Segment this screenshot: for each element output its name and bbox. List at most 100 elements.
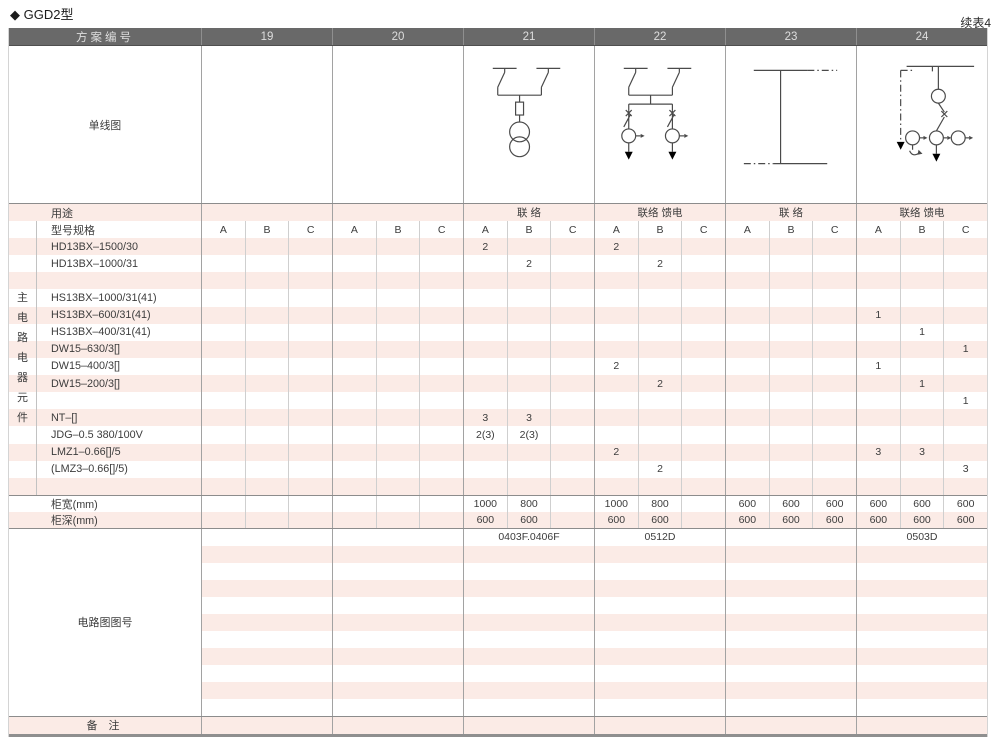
value-cell: [726, 341, 769, 358]
value-cell: 3: [943, 460, 987, 478]
value-cell: [506, 443, 551, 461]
value-cell: [333, 426, 376, 443]
drawing-number-cell: [201, 613, 332, 631]
drawing-number-row: [9, 681, 987, 699]
usage-label: 用途: [51, 207, 73, 220]
drawing-number-cell: [463, 596, 594, 614]
value-cell: [375, 392, 420, 410]
drawing-number-row: 0403F.0406F 0512D 0503D: [9, 528, 987, 546]
drawing-number-cell: [856, 681, 987, 699]
remarks-label: 备 注: [86, 720, 124, 733]
drawing-number-cell: [201, 698, 332, 716]
remark-cell-23: [725, 716, 856, 734]
value-cell: [637, 306, 682, 324]
value-cell: [857, 478, 900, 495]
drawing-number-cell: 0512D: [594, 528, 725, 546]
subcol-header: A: [743, 223, 751, 236]
drawing-number-section: 0403F.0406F 0512D 0503D 电路图图号: [9, 528, 987, 716]
value-cell: [202, 461, 245, 478]
remark-cell-21: [463, 716, 594, 734]
drawing-number-cell: [463, 681, 594, 699]
value-cell: [419, 392, 463, 410]
page-title: ◆ GGD2型: [10, 7, 74, 22]
value-cell: [637, 289, 682, 307]
value-cell: [244, 323, 289, 341]
header-scheme-22: 22: [594, 28, 725, 45]
value-cell: 2: [613, 360, 620, 373]
value-cell: [595, 255, 638, 272]
value-cell: [419, 375, 463, 393]
drawing-number-cell: [463, 562, 594, 580]
drawing-number-cell: [856, 647, 987, 665]
row-label: 柜深(mm): [51, 514, 98, 527]
drawing-number-cell: [856, 545, 987, 563]
value-cell: [637, 477, 682, 495]
drawing-number-cell: [725, 681, 856, 699]
component-row: (LMZ3–0.66[]/5) 2 3: [9, 460, 987, 478]
drawing-number-cell: [201, 681, 332, 699]
feeder-cts-diagram-icon: [896, 65, 975, 162]
value-cell: [768, 238, 813, 256]
drawing-number-cell: [856, 562, 987, 580]
drawing-number-cell: [201, 664, 332, 682]
value-cell: [333, 307, 376, 324]
value-cell: [943, 323, 987, 341]
usage-scheme-23: 联 络: [725, 204, 856, 221]
value-cell: [595, 272, 638, 289]
value-cell: [726, 444, 769, 461]
drawing-number-cell: [594, 596, 725, 614]
usage-scheme-21: 联 络: [463, 204, 594, 221]
header-scheme-24: 24: [856, 28, 987, 45]
value-cell: [812, 255, 856, 273]
value-cell: 2: [506, 255, 551, 273]
value-cell: [506, 357, 551, 375]
value-cell: [288, 255, 332, 273]
value-cell: [637, 272, 682, 290]
cabinet-depth-row: 柜深(mm) 600 600 600 600 600 600 600 600 600 600: [9, 511, 987, 529]
value-cell: [726, 375, 769, 392]
subcol-header: B: [637, 221, 682, 238]
drawing-number-cell: [332, 681, 463, 699]
component-row: HS13BX–600/31(41) 1: [9, 306, 987, 324]
remark-cell-20: [332, 716, 463, 734]
drawing-number-cell: [594, 562, 725, 580]
drawing-number-row: [9, 579, 987, 597]
value-cell: [899, 460, 944, 478]
value-cell: [768, 443, 813, 461]
drawing-number-cell: [594, 664, 725, 682]
row-label: DW15–200/3[]: [51, 377, 121, 390]
value-cell: 600: [899, 511, 944, 528]
value-cell: [244, 477, 289, 495]
value-cell: [244, 255, 289, 273]
drawing-number-cell: [201, 596, 332, 614]
subcol-header: A: [874, 223, 882, 236]
row-label: HS13BX–600/31(41): [51, 309, 151, 322]
value-cell: [812, 460, 856, 478]
value-cell: 2(3): [506, 426, 551, 444]
header-scheme-20: 20: [332, 28, 463, 45]
value-cell: [202, 392, 245, 409]
remarks-row: 备 注: [9, 715, 987, 734]
header-scheme-label: 方案编号: [76, 31, 134, 44]
spec-table: 方案编号 19 20 21 22 23 24 单线图: [8, 28, 988, 737]
drawing-number-cell: [594, 630, 725, 648]
value-cell: [419, 426, 463, 444]
value-cell: [202, 255, 245, 272]
value-cell: [681, 477, 725, 495]
value-cell: [244, 443, 289, 461]
value-cell: [244, 289, 289, 307]
value-cell: [899, 340, 944, 358]
value-cell: [202, 307, 245, 324]
component-row: LMZ1–0.66[]/5 2 3 3: [9, 443, 987, 461]
subcol-header: B: [506, 221, 551, 238]
value-cell: [375, 323, 420, 341]
drawing-number-cell: [332, 630, 463, 648]
drawing-number-cell: [856, 630, 987, 648]
value-cell: [857, 289, 900, 306]
drawing-number-row: [9, 664, 987, 682]
value-cell: [812, 340, 856, 358]
value-cell: [899, 357, 944, 375]
diagram-scheme-19: [201, 46, 332, 203]
drawing-number-cell: [463, 579, 594, 597]
value-cell: [419, 495, 463, 512]
